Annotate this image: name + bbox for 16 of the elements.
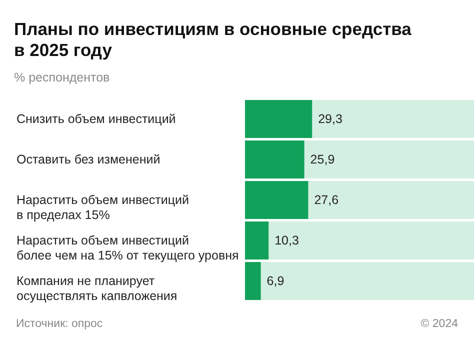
text: © 2024 (420, 318, 458, 330)
bar (245, 262, 261, 300)
y-tick-label: Снизить объем инвестиций (16, 112, 176, 126)
y-tick-label: Компания не планирует осуществлять капвложения (16, 274, 178, 303)
data-label: 27,6 (314, 193, 339, 207)
bar (245, 221, 269, 260)
text: Источник: опрос (16, 318, 103, 330)
text: % респондентов (14, 70, 110, 84)
data-label: 10,3 (274, 233, 299, 248)
data-label: 29,3 (318, 112, 342, 126)
y-tick-label: Нарастить объем инвестиций в пределах 15% (16, 193, 190, 222)
y-tick-label: Оставить без изменений (16, 152, 160, 167)
chart-title: Планы по инвестициям в основные средства в 2025 году (14, 19, 412, 60)
data-label: 25,9 (310, 152, 335, 167)
y-tick-label: Нарастить объем инвестиций более чем на 15% от текущего уровня (16, 233, 239, 262)
data-label: 6,9 (266, 274, 284, 288)
